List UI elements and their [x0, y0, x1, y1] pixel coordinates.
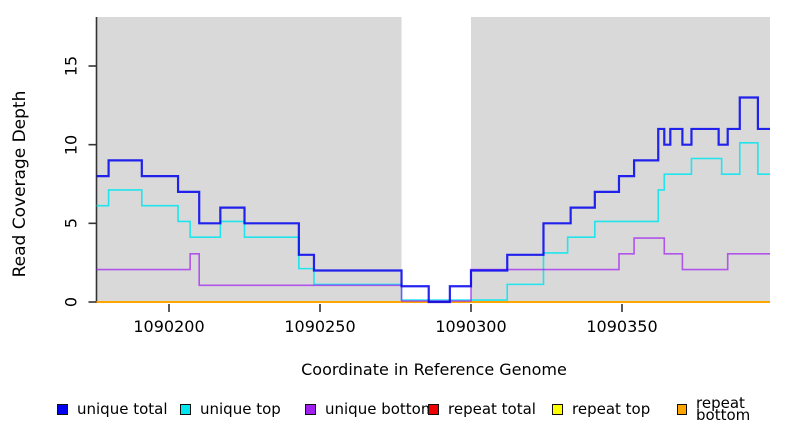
legend-label: repeat top: [572, 400, 651, 418]
x-axis-title: Coordinate in Reference Genome: [301, 360, 567, 379]
legend-item-unique-top: unique top: [180, 400, 281, 418]
legend-item-repeat-total: repeat total: [428, 400, 536, 418]
legend-label: unique bottom: [325, 400, 436, 418]
legend-item-repeat-bottom: repeat bottom: [677, 396, 792, 423]
legend-label: unique top: [200, 400, 281, 418]
repeat-top-swatch-icon: [552, 403, 563, 415]
legend-item-unique-bottom: unique bottom: [305, 400, 436, 418]
unique-total-swatch-icon: [57, 403, 68, 415]
x-tick-label-1090250: 1090250: [284, 317, 356, 336]
legend-label: unique total: [77, 400, 168, 418]
repeat-bottom-swatch-icon: [677, 403, 687, 415]
x-tick-label-1090200: 1090200: [133, 317, 205, 336]
repeat-total-swatch-icon: [428, 403, 439, 415]
unique-bottom-swatch-icon: [305, 403, 316, 415]
legend-label: repeat total: [448, 400, 536, 418]
y-tick-label-5: 5: [61, 218, 81, 229]
y-tick-label-0: 0: [61, 296, 81, 308]
x-tick-label-1090350: 1090350: [586, 317, 658, 336]
y-axis-title: Read Coverage Depth: [10, 90, 30, 278]
x-tick-label-1090300: 1090300: [435, 317, 507, 336]
legend-item-repeat-top: repeat top: [552, 400, 651, 418]
legend-label: repeat bottom: [696, 394, 751, 424]
unique-top-swatch-icon: [180, 403, 191, 415]
y-tick-label-15: 15: [61, 55, 81, 77]
y-tick-label-10: 10: [61, 134, 81, 155]
legend-item-unique-total: unique total: [57, 400, 168, 418]
